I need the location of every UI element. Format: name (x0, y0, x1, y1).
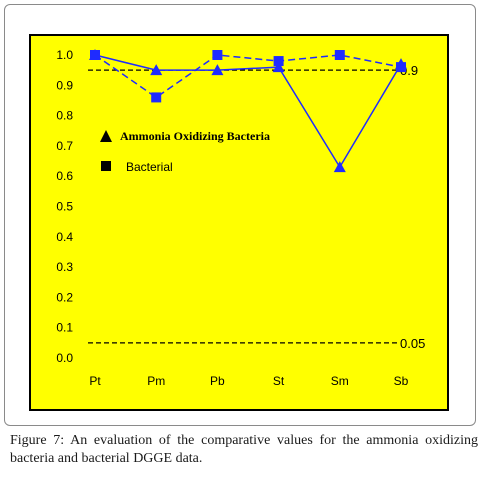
y-tick-label: 0.4 (56, 230, 73, 244)
data-point-square (396, 62, 406, 73)
caption-text: An evaluation of the comparative values … (10, 433, 478, 466)
legend-label-ammonia: Ammonia Oxidizing Bacteria (120, 129, 270, 143)
x-tick-label: Sm (331, 374, 349, 388)
x-tick-label: Pm (147, 374, 165, 388)
legend: Ammonia Oxidizing Bacteria Bacterial (100, 129, 270, 174)
series-line-bacterial (94, 54, 402, 99)
y-tick-label: 0.0 (56, 351, 73, 365)
x-tick-label: Sb (394, 374, 409, 388)
data-point-square (212, 50, 223, 60)
reference-lines: 0.90.05 (88, 63, 425, 351)
series-layer (89, 49, 407, 173)
data-point-triangle (211, 64, 224, 76)
chart: 0.0 0.1 0.2 0.3 0.4 0.5 0.6 0.7 0.8 0.9 1.0 Pt Pm Pb… (29, 34, 449, 411)
legend-triangle-icon (100, 130, 112, 142)
x-tick-label: Pb (210, 374, 225, 388)
data-point-triangle (272, 61, 285, 73)
y-tick-label: 0.2 (56, 290, 73, 304)
data-point-square (90, 50, 100, 60)
figure-caption: Figure 7: An evaluation of the comparati… (10, 432, 478, 468)
legend-square-icon (101, 161, 111, 171)
x-axis: Pt Pm Pb St Sm Sb (89, 374, 408, 388)
y-tick-label: 0.9 (56, 78, 73, 92)
y-tick-label: 0.1 (56, 321, 73, 335)
y-tick-label: 0.7 (56, 139, 73, 153)
y-tick-label: 1.0 (56, 48, 73, 62)
x-tick-label: Pt (89, 374, 101, 388)
y-axis: 0.0 0.1 0.2 0.3 0.4 0.5 0.6 0.7 0.8 0.9 1.0 (56, 48, 73, 365)
y-tick-label: 0.6 (56, 169, 73, 183)
data-point-square (273, 56, 284, 67)
x-tick-label: St (273, 374, 285, 388)
caption-label: Figure 7: (10, 433, 65, 448)
legend-label-bacterial: Bacterial (126, 160, 173, 174)
plot-background (29, 34, 449, 411)
data-point-square (334, 50, 345, 60)
y-tick-label: 0.3 (56, 260, 73, 274)
data-point-triangle (333, 161, 346, 173)
reference-line-label: 0.05 (400, 336, 425, 351)
series-line-ammonia (94, 54, 402, 169)
data-point-square (151, 92, 162, 103)
data-point-triangle (150, 64, 163, 76)
y-tick-label: 0.5 (56, 200, 73, 214)
y-tick-label: 0.8 (56, 109, 73, 123)
